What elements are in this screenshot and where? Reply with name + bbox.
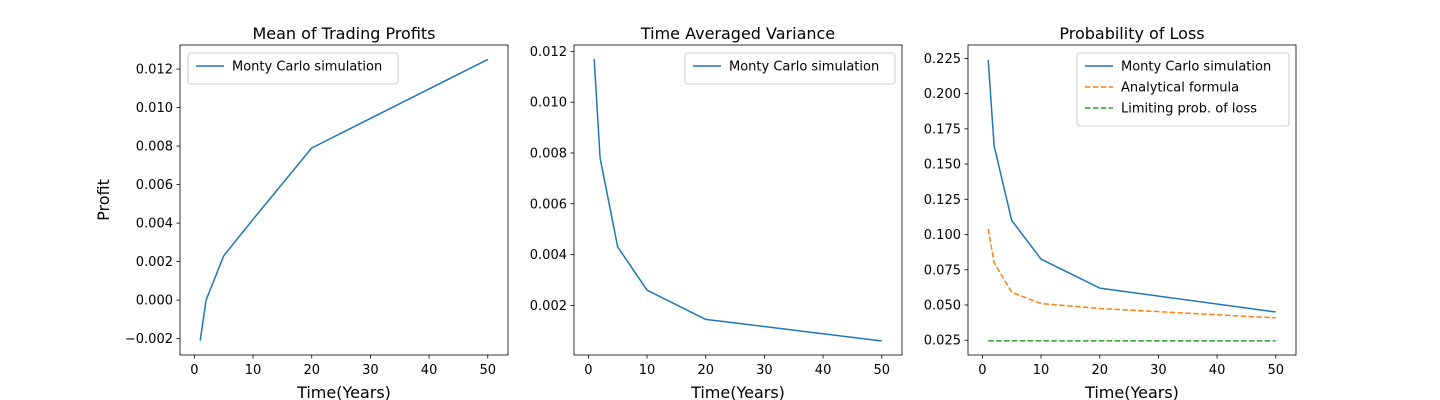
- y-tick-label: 0.050: [924, 298, 961, 313]
- legend-label: Monty Carlo simulation: [1121, 60, 1271, 75]
- chart-title: Mean of Trading Profits: [252, 24, 435, 43]
- axes-frame: [967, 44, 1297, 356]
- y-tick-label: 0.150: [924, 158, 961, 173]
- y-tick-label: 0.004: [530, 248, 567, 263]
- y-tick-label: 0.200: [924, 87, 961, 102]
- x-tick-label: 0: [978, 363, 986, 378]
- y-tick-label: 0.010: [530, 96, 567, 111]
- y-tick-label: 0.175: [924, 122, 961, 137]
- legend-frame: [684, 52, 896, 85]
- x-tick-label: 30: [1150, 363, 1167, 378]
- legend-label: Analytical formula: [1121, 81, 1239, 96]
- x-axis-label: Time(Years): [1084, 383, 1179, 400]
- x-axis-label: Time(Years): [690, 383, 785, 400]
- x-tick-label: 40: [1209, 363, 1226, 378]
- x-tick-label: 40: [421, 363, 438, 378]
- x-tick-label: 50: [873, 363, 890, 378]
- y-tick-label: 0.125: [924, 193, 961, 208]
- x-tick-label: 50: [1267, 363, 1284, 378]
- x-tick-label: 30: [362, 363, 379, 378]
- x-tick-label: 0: [190, 363, 198, 378]
- y-axis-label: Profit: [94, 179, 113, 221]
- chart-1: Mean of Trading Profits 0 10 20 30 40 50 −0.002…: [94, 24, 509, 400]
- x-tick-label: 20: [303, 363, 320, 378]
- x-axis-label: Time(Years): [296, 383, 391, 400]
- y-tick-label: 0.002: [530, 299, 567, 314]
- y-tick-label: 0.100: [924, 228, 961, 243]
- chart-2: Time Averaged Variance 0 10 20 30 40 50 0.002 0.…: [530, 24, 903, 400]
- legend-frame: [1076, 52, 1290, 127]
- x-tick-label: 10: [1033, 363, 1050, 378]
- series-line-2: [987, 228, 1276, 319]
- chart-title: Time Averaged Variance: [640, 24, 835, 43]
- y-tick-label: 0.008: [136, 140, 173, 155]
- chart-3: Probability of Loss 0 10 20 30 40 50 0.025 0.050…: [924, 24, 1297, 400]
- series-line-1: [199, 58, 489, 341]
- x-tick-label: 30: [756, 363, 773, 378]
- x-tick-label: 20: [697, 363, 714, 378]
- axes-frame: [179, 44, 509, 356]
- y-tick-label: 0.000: [136, 294, 173, 309]
- y-tick-label: 0.006: [136, 178, 173, 193]
- legend: Monty Carlo simulation: [187, 52, 399, 85]
- series-line-1: [593, 58, 882, 342]
- y-tick-label: 0.225: [924, 52, 961, 67]
- x-tick-label: 50: [479, 363, 496, 378]
- x-tick-label: 20: [1091, 363, 1108, 378]
- y-tick-label: 0.008: [530, 146, 567, 161]
- legend: Monty Carlo simulation: [684, 52, 896, 85]
- legend: Monty Carlo simulation Analytical formula…: [1076, 52, 1290, 127]
- legend-label: Monty Carlo simulation: [232, 60, 382, 75]
- x-tick-label: 40: [815, 363, 832, 378]
- y-tick-label: 0.012: [530, 45, 567, 60]
- x-tick-label: 10: [639, 363, 656, 378]
- y-tick-label: −0.002: [125, 332, 173, 347]
- y-tick-label: 0.025: [924, 334, 961, 349]
- legend-label: Limiting prob. of loss: [1121, 102, 1257, 117]
- y-tick-label: 0.006: [530, 197, 567, 212]
- legend-frame: [187, 52, 399, 85]
- x-tick-label: 0: [584, 363, 592, 378]
- y-tick-label: 0.004: [136, 217, 173, 232]
- y-tick-label: 0.010: [136, 101, 173, 116]
- x-tick-label: 10: [245, 363, 262, 378]
- chart-title: Probability of Loss: [1059, 24, 1204, 43]
- series-line-1: [987, 59, 1276, 313]
- axes-frame: [573, 44, 903, 356]
- y-tick-label: 0.002: [136, 255, 173, 270]
- y-tick-label: 0.012: [136, 63, 173, 78]
- legend-label: Monty Carlo simulation: [729, 60, 879, 75]
- y-tick-label: 0.075: [924, 263, 961, 278]
